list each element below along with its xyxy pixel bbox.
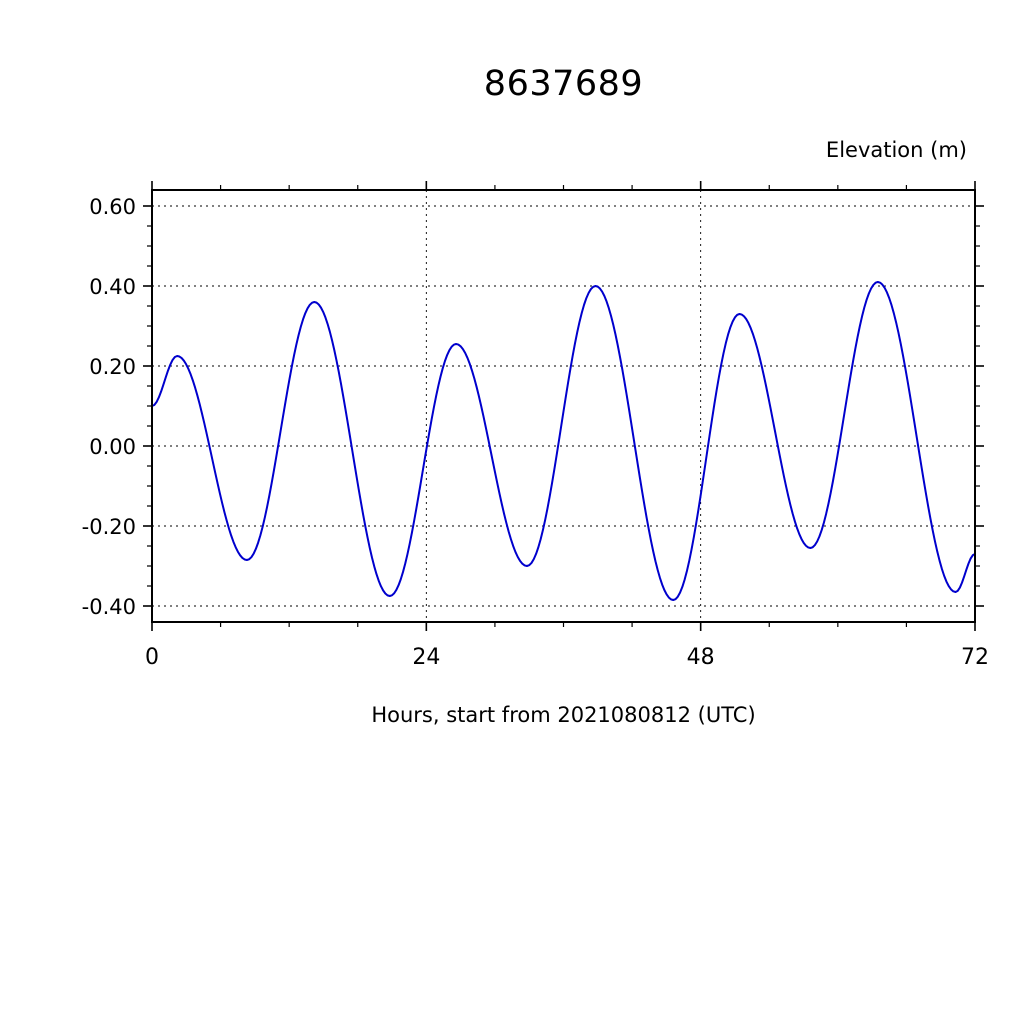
y-tick-label: 0.40	[89, 275, 136, 299]
y-tick-label: 0.00	[89, 435, 136, 459]
y-tick-label: 0.60	[89, 195, 136, 219]
x-tick-label: 24	[412, 645, 440, 670]
x-tick-label: 0	[145, 645, 159, 670]
x-tick-label: 48	[687, 645, 715, 670]
y-tick-label: -0.20	[82, 515, 136, 539]
y-tick-label: -0.40	[82, 595, 136, 619]
x-axis-label: Hours, start from 2021080812 (UTC)	[371, 703, 756, 727]
tide-curve	[151, 281, 976, 601]
chart-title: 8637689	[483, 64, 644, 104]
x-tick-label: 72	[961, 645, 989, 670]
y-tick-label: 0.20	[89, 355, 136, 379]
y-axis-title: Elevation (m)	[825, 138, 967, 162]
plot-frame	[151, 189, 976, 623]
